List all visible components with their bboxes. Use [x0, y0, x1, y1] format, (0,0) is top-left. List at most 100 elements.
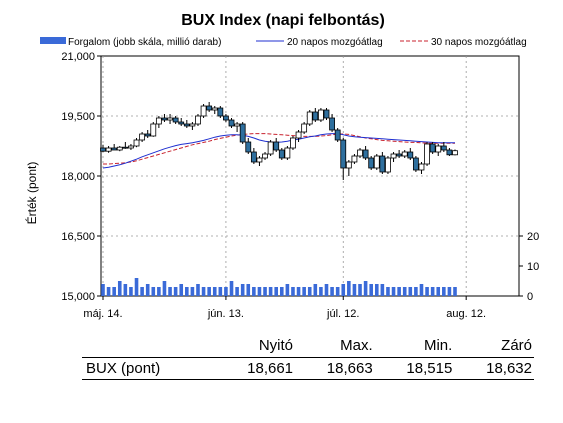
candle-body	[105, 147, 112, 152]
candle-body	[200, 105, 207, 117]
volume-tick-label: 20	[527, 231, 539, 243]
volume-bar	[168, 287, 172, 296]
candle-body	[385, 157, 391, 173]
volume-bar	[319, 287, 323, 296]
candle-body	[239, 123, 246, 143]
candle-body	[178, 121, 185, 125]
y-axis-label: Érték (pont)	[24, 162, 39, 225]
summary-row-label: BUX (pont)	[82, 357, 216, 380]
volume-bar	[207, 287, 211, 296]
candle-body	[390, 153, 397, 159]
volume-bar	[442, 287, 446, 296]
volume-bar	[374, 284, 379, 296]
volume-bar	[453, 287, 457, 296]
volume-bar	[263, 287, 267, 296]
summary-min-value: 18,515	[374, 357, 455, 380]
x-tick-label: júl. 12.	[326, 308, 359, 320]
y-tick-label: 16,500	[61, 231, 95, 243]
candle-body	[234, 123, 240, 127]
volume-bar	[145, 284, 150, 296]
candle-body	[155, 117, 162, 125]
summary-max-value: 18,663	[295, 357, 375, 380]
candle-body	[329, 117, 335, 131]
volume-bar	[307, 287, 312, 296]
volume-bar	[257, 287, 262, 296]
x-tick-label: jún. 13.	[207, 308, 244, 320]
volume-bar	[246, 284, 251, 296]
candle-body	[301, 123, 308, 133]
candle-body	[206, 105, 213, 111]
volume-tick-label: 10	[527, 261, 539, 273]
candle-body	[440, 145, 447, 151]
summary-header-row: Nyitó Max. Min. Záró	[82, 334, 534, 358]
candle-body	[133, 139, 140, 147]
y-tick-label: 15,000	[61, 291, 95, 303]
volume-bar	[302, 287, 306, 296]
volume-bar	[252, 287, 256, 296]
candle-body	[139, 133, 146, 141]
volume-bar	[201, 287, 206, 296]
candle-body	[290, 137, 296, 149]
candle-body	[373, 155, 380, 169]
volume-tick-label: 0	[527, 291, 533, 303]
volume-bar	[196, 284, 200, 296]
volume-bar	[112, 287, 116, 296]
volume-bar	[129, 287, 133, 296]
candle-body	[452, 150, 458, 156]
candle-body	[418, 163, 425, 171]
candle-body	[312, 111, 319, 121]
candle-body	[228, 119, 235, 127]
summary-header-empty	[82, 334, 215, 358]
summary-header-min: Min.	[423, 337, 453, 354]
summary-header-open: Nyitó	[258, 337, 294, 354]
candle-body	[150, 123, 157, 137]
candle-body	[144, 133, 151, 137]
summary-table: Nyitó Max. Min. Záró BUX (pont) 18,661 1…	[82, 334, 534, 380]
plot-area: 21,000 19,500 18,000 16,500 15,000 máj. 14. jú…	[61, 51, 539, 320]
volume-bar	[386, 287, 390, 296]
summary-header-close: Záró	[501, 337, 532, 354]
candle-body	[161, 117, 168, 121]
legend: Forgalom (jobb skála, millió darab) 20 n…	[40, 37, 527, 48]
volume-bar	[414, 287, 418, 296]
volume-bar	[218, 287, 223, 296]
candle-body	[295, 131, 302, 139]
volume-bar	[185, 287, 189, 296]
chart-title: BUX Index (napi felbontás)	[181, 12, 385, 29]
candle-body	[183, 123, 190, 127]
candle-body	[273, 141, 280, 151]
candle-body	[407, 151, 414, 159]
candle-body	[340, 139, 347, 169]
volume-bar	[285, 284, 290, 296]
candle-body	[111, 147, 118, 151]
y-tick-label: 19,500	[61, 111, 95, 123]
volume-bar	[363, 281, 368, 296]
candle-body	[357, 149, 363, 157]
candle-body	[250, 151, 257, 163]
volume-bar	[436, 287, 441, 296]
candle-body	[189, 123, 196, 127]
volume-bar	[212, 287, 217, 296]
volume-bar	[235, 287, 239, 296]
volume-bar	[347, 281, 351, 296]
volume-bar	[291, 287, 295, 296]
candle-body	[351, 155, 358, 163]
candle-body	[412, 157, 419, 171]
candle-body	[424, 143, 430, 165]
volume-bar	[162, 281, 167, 296]
volume-bar	[268, 287, 273, 296]
candle-body	[195, 115, 201, 125]
volume-bar	[425, 287, 429, 296]
candle-body	[128, 145, 134, 149]
volume-bar	[397, 287, 401, 296]
candle-body	[278, 149, 285, 159]
volume-bar	[101, 284, 105, 296]
volume-bar	[313, 284, 318, 296]
candle-body	[334, 129, 341, 141]
candle-body	[211, 107, 218, 111]
volume-bar	[134, 278, 139, 296]
y-tick-label: 21,000	[61, 51, 95, 63]
volume-bar	[358, 284, 362, 296]
candle-body	[122, 146, 129, 149]
volume-bar	[335, 287, 340, 296]
